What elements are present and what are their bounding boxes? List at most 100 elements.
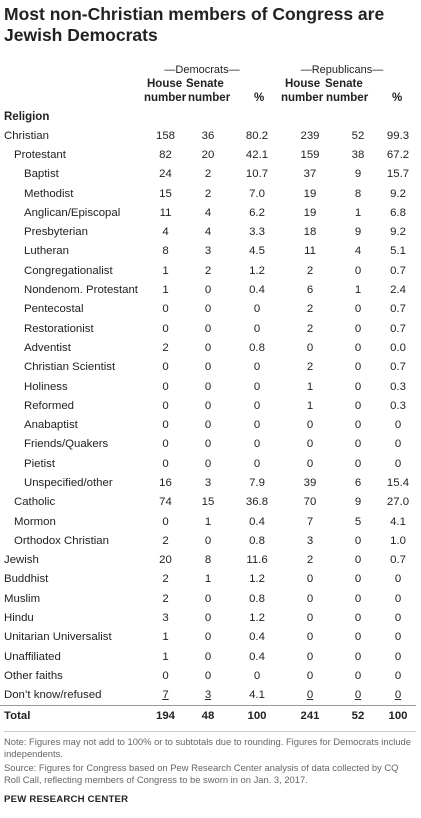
rep-house-cell: 0 [306,592,314,605]
dem-senate-cell: 0 [204,399,212,412]
table-row: Presbyterian 4 4 3.3 18 9 9.2 [0,222,416,241]
dem-senate-cell: 4 [204,206,212,219]
rep-senate-cell: 4 [354,245,362,258]
row-label: Presbyterian [24,226,88,239]
dem-pct-cell: 0.8 [249,592,265,605]
table-row: Adventist 2 0 0.8 0 0 0.0 [0,338,416,357]
rep-senate-cell: 0 [354,457,362,470]
table-row: Protestant 82 20 42.1 159 38 67.2 [0,145,416,164]
dem-pct-cell: 0 [253,399,261,412]
dem-pct-cell: 0.4 [249,284,265,297]
rep-pct-cell: 67.2 [386,148,410,161]
dem-house-cell: 4 [162,226,169,239]
dem-pct-cell: 0 [253,419,261,432]
dem-senate-cell: 0 [204,592,212,605]
dem-senate-cell: 36 [201,129,215,142]
rep-pct-cell: 0.0 [390,341,406,354]
dem-house-header: House [147,78,183,90]
row-label: Buddhist [4,573,49,586]
table-row: Lutheran 8 3 4.5 11 4 5.1 [0,242,416,261]
rep-senate-cell: 0 [354,341,362,354]
table-row: Other faiths 0 0 0 0 0 0 [0,666,416,685]
rep-senate-cell: 0 [354,399,362,412]
dem-pct-cell: 0 [253,457,261,470]
rep-house-cell: 1 [306,380,314,393]
rep-senate-cell: 0 [354,303,362,316]
rep-house-cell: 239 [300,129,320,142]
rep-senate-cell: 5 [354,515,362,528]
rep-senate-cell: 0 [354,534,362,547]
dem-house-cell: 2 [162,573,169,586]
rep-house-cell: 70 [303,496,317,509]
republicans-group-label: —Republicans— [300,64,384,76]
rep-pct-cell: 0.7 [390,303,406,316]
dem-house-cell: 24 [159,168,172,181]
row-label: Anabaptist [24,419,78,432]
rep-pct-cell: 0.3 [390,399,406,412]
table-row: Baptist 24 2 10.7 37 9 15.7 [0,165,416,184]
dem-house-cell: 0 [162,457,169,470]
rep-senate-cell: 1 [354,206,362,219]
dem-senate-cell: 0 [204,341,212,354]
rep-pct-cell: 0.7 [390,264,406,277]
row-label: Unitarian Universalist [4,631,112,644]
rep-house-cell: 2 [306,322,314,335]
table-row: Pentecostal 0 0 0 2 0 0.7 [0,300,416,319]
dem-pct-cell: 42.1 [245,148,269,161]
rep-pct-cell: 0.7 [390,554,406,567]
rep-house-cell: 3 [306,534,314,547]
rep-house-cell: 0 [306,631,314,644]
rep-senate-cell: 9 [354,168,362,181]
dem-senate-cell: 2 [204,168,212,181]
row-label: Pietist [24,457,56,470]
dem-pct-header: % [254,92,265,104]
dem-pct-cell: 4.1 [249,689,265,702]
rep-pct-total: 100 [380,704,416,727]
rep-house-cell: 0 [306,573,314,586]
table-row: Holiness 0 0 0 1 0 0.3 [0,377,416,396]
table-row: Hindu 3 0 1.2 0 0 0 [0,608,416,627]
dem-pct-cell: 7.9 [249,476,265,489]
rep-house-cell: 2 [306,361,314,374]
dem-senate-cell: 4 [204,226,212,239]
table-row: Christian 158 36 80.2 239 52 99.3 [0,126,416,145]
dem-pct-cell: 0 [253,380,261,393]
rep-senate-cell: 0 [336,686,380,706]
dem-pct-cell: 10.7 [245,168,269,181]
rep-pct-cell: 0 [380,686,416,706]
dem-senate-cell: 0 [204,303,212,316]
dem-pct-cell: 7.0 [249,187,265,200]
dem-senate-cell: 0 [204,322,212,335]
dem-house-cell: 16 [159,476,172,489]
rep-senate-cell: 0 [354,322,362,335]
row-label: Don’t know/refused [4,689,102,702]
rep-house-cell: 0 [306,669,314,682]
row-label: Christian Scientist [24,361,116,374]
rep-senate-cell: 0 [354,650,362,663]
dem-house-cell: 0 [162,322,169,335]
row-label: Nondenom. Protestant [24,284,138,297]
rep-senate-cell: 8 [354,187,362,200]
rep-house-cell: 1 [306,399,314,412]
table-row: Methodist 15 2 7.0 19 8 9.2 [0,184,416,203]
rep-senate-cell: 0 [354,573,362,586]
row-label: Jewish [4,554,39,567]
dem-pct-cell: 0 [253,438,261,451]
rep-house-cell: 0 [306,650,314,663]
row-label: Lutheran [24,245,69,258]
rep-pct-cell: 0 [394,457,402,470]
dem-pct-cell: 0.8 [249,534,265,547]
rep-house-cell: 18 [303,226,317,239]
rep-house-cell: 6 [306,284,314,297]
rep-house-cell: 2 [306,264,314,277]
dem-senate-cell: 0 [204,284,212,297]
rep-senate-header: Senate [325,78,363,90]
dem-house-cell: 74 [159,496,172,509]
rep-senate-cell: 0 [354,438,362,451]
row-label: Baptist [24,168,59,181]
table-row: Unaffiliated 1 0 0.4 0 0 0 [0,647,416,666]
dem-senate-header: Senate [186,78,224,90]
rep-senate-cell: 0 [354,264,362,277]
dem-senate-cell: 2 [204,187,212,200]
